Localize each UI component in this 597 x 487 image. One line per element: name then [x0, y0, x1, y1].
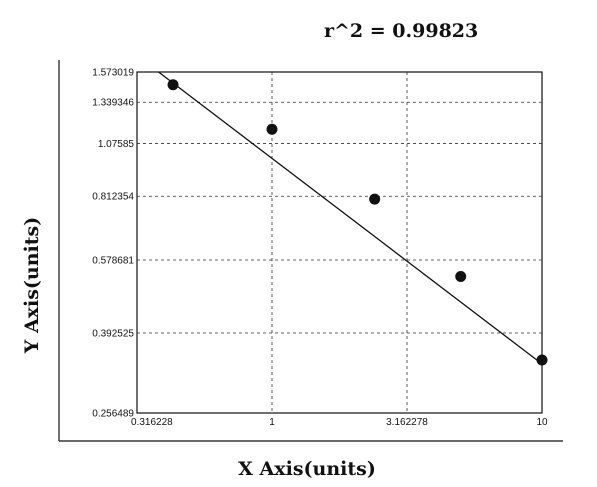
fit-line: [158, 71, 543, 365]
data-point: [455, 271, 467, 283]
data-point: [167, 79, 179, 91]
y-tick-label: 0.812354: [92, 192, 134, 203]
x-axis-title: X Axis(units): [238, 458, 376, 480]
data-point: [369, 193, 381, 205]
x-tick-label: 10: [536, 417, 548, 428]
data-point: [536, 354, 548, 366]
r-squared-annotation: r^2 = 0.99823: [324, 20, 478, 42]
y-tick-label: 1.339346: [92, 98, 134, 109]
y-tick-labels: 1.573019 1.339346 1.07585 0.812354 0.578681 0…: [92, 68, 134, 420]
y-axis-title: Y Axis(units): [21, 217, 43, 354]
y-tick-label: 1.573019: [92, 68, 134, 79]
plot-area: [136, 71, 543, 414]
y-tick-label: 0.578681: [92, 256, 134, 267]
y-tick-label: 0.392525: [92, 328, 134, 339]
y-tick-label: 1.07585: [98, 139, 135, 150]
fit-curve: [158, 71, 543, 365]
x-tick-label: 1: [269, 417, 275, 428]
x-tick-labels: 0.316228 1 3.162278 10: [131, 417, 548, 428]
y-tick-label: 0.256489: [92, 409, 134, 420]
data-point: [266, 123, 278, 135]
x-tick-label: 0.316228: [131, 417, 173, 428]
x-tick-label: 3.162278: [386, 417, 428, 428]
data-points: [167, 79, 548, 366]
